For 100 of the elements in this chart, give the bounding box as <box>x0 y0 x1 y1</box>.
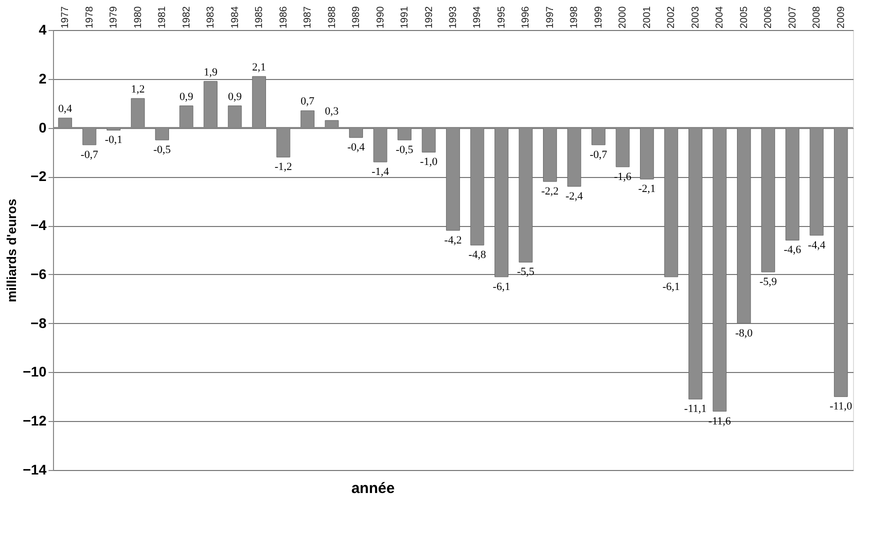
data-label: 0,9 <box>228 90 242 103</box>
data-label: -11,0 <box>830 400 853 413</box>
x-tick-label: 1986 <box>278 6 290 28</box>
x-tick-label: 2006 <box>763 6 774 28</box>
bar <box>785 128 800 240</box>
x-tick-label: 1993 <box>448 6 459 28</box>
y-tick-label: −14 <box>22 462 47 478</box>
data-label: -11,1 <box>684 403 707 416</box>
x-tick-label: 1997 <box>544 6 556 28</box>
bar <box>398 128 412 140</box>
bar <box>518 128 533 262</box>
bar <box>130 98 145 128</box>
bar <box>640 128 654 180</box>
bar <box>810 128 824 236</box>
bar <box>688 128 702 400</box>
data-label: -6,1 <box>492 280 510 293</box>
x-tick-label: 2005 <box>738 6 750 28</box>
x-tick-label: 1983 <box>206 6 217 28</box>
bar <box>567 128 582 187</box>
x-tick-label: 2002 <box>666 6 678 28</box>
data-label: 2,1 <box>252 61 266 74</box>
bar <box>155 128 170 140</box>
data-label: -2,2 <box>541 186 559 198</box>
x-tick-label: 2009 <box>836 6 847 28</box>
x-tick-label: 1992 <box>424 6 435 28</box>
data-label: 0,9 <box>179 90 194 103</box>
data-label: -4,2 <box>444 234 462 246</box>
bar <box>664 128 678 278</box>
bar <box>446 128 460 231</box>
data-label: 1,9 <box>204 66 218 78</box>
data-label: -0,7 <box>590 148 608 161</box>
x-tick-label: 2004 <box>714 6 726 28</box>
data-label: -0,5 <box>153 144 172 156</box>
bar <box>422 128 436 152</box>
x-tick-label: 1989 <box>351 6 362 28</box>
y-tick-label: −2 <box>30 168 47 184</box>
data-label: 1,2 <box>130 83 145 96</box>
data-label: -1,0 <box>420 156 438 168</box>
bar <box>616 128 630 168</box>
x-tick-label: 1987 <box>302 6 314 28</box>
bar <box>204 81 218 128</box>
y-tick-label: 4 <box>38 22 47 38</box>
y-tick-label: −10 <box>22 364 47 380</box>
x-tick-label: 1991 <box>400 6 411 28</box>
data-label: -5,5 <box>517 266 535 278</box>
x-tick-label: 1985 <box>254 6 266 28</box>
x-tick-label: 2008 <box>812 6 823 28</box>
y-tick-label: −8 <box>30 314 47 331</box>
y-tick-label: 2 <box>38 70 47 86</box>
bar <box>349 128 363 138</box>
data-label: -5,9 <box>759 276 778 288</box>
data-label: -1,2 <box>274 161 292 174</box>
y-axis-title: milliards d'euros <box>4 198 19 302</box>
bar <box>834 128 848 397</box>
data-label: -11,6 <box>708 415 732 428</box>
x-tick-label: 2000 <box>618 6 629 28</box>
data-label: -2,4 <box>566 190 584 202</box>
data-label: -0,5 <box>396 144 414 156</box>
x-tick-label: 2001 <box>642 6 653 28</box>
bar <box>58 118 72 128</box>
x-axis-title: année <box>351 480 395 497</box>
bar <box>592 128 606 146</box>
data-label: 0,7 <box>300 96 315 108</box>
x-tick-label: 1980 <box>132 6 144 28</box>
y-tick-label: −4 <box>30 217 47 234</box>
bar <box>276 128 290 158</box>
x-tick-label: 1990 <box>375 6 386 28</box>
data-label: -6,1 <box>662 280 680 293</box>
bar <box>373 128 388 162</box>
bar <box>179 106 194 128</box>
x-tick-label: 1994 <box>472 6 484 28</box>
y-tick-label: 0 <box>38 119 47 136</box>
data-label: -0,1 <box>104 134 122 146</box>
data-label: -0,4 <box>347 142 366 154</box>
bar <box>543 128 557 182</box>
data-label: -4,4 <box>808 239 826 252</box>
bar <box>736 128 751 324</box>
x-tick-label: 1981 <box>157 6 168 28</box>
x-tick-label: 1984 <box>230 6 241 28</box>
bar <box>252 76 266 128</box>
y-tick-label: −12 <box>22 412 47 429</box>
data-label: -1,6 <box>614 170 632 183</box>
data-label: -4,6 <box>784 244 802 256</box>
bar <box>712 128 727 412</box>
data-label: -1,4 <box>372 166 390 178</box>
x-tick-label: 1978 <box>84 6 96 28</box>
x-tick-label: 2003 <box>690 6 702 28</box>
data-label: -2,1 <box>638 183 656 196</box>
x-tick-label: 1979 <box>108 6 120 28</box>
x-tick-label: 1977 <box>60 6 72 28</box>
data-label: -0,7 <box>80 148 99 161</box>
bar <box>324 120 339 128</box>
data-label: 0,3 <box>324 105 340 118</box>
x-tick-label: 1995 <box>496 6 508 28</box>
x-tick-label: 1996 <box>520 6 532 28</box>
x-tick-label: 1982 <box>181 6 192 28</box>
x-tick-label: 1988 <box>326 6 338 28</box>
data-label: 0,4 <box>58 103 72 115</box>
bar <box>494 128 508 278</box>
y-tick-label: −6 <box>30 266 47 282</box>
